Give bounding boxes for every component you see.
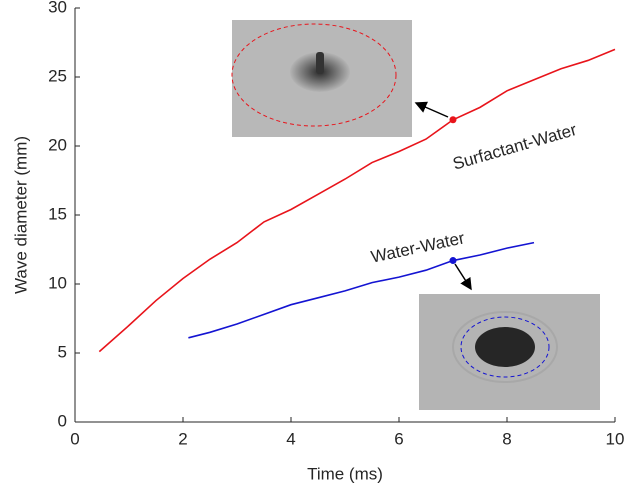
- data-line: [98, 48, 616, 353]
- data-line: [188, 241, 535, 339]
- x-tick-label: 8: [502, 429, 511, 448]
- x-tick-label: 10: [606, 429, 625, 448]
- inset-surfactant: [231, 20, 412, 137]
- y-tick-label: 25: [48, 66, 67, 85]
- y-tick-label: 0: [58, 411, 67, 430]
- annotation: Surfactant-Water: [451, 120, 579, 174]
- y-tick-label: 5: [58, 342, 67, 361]
- x-tick-label: 4: [286, 429, 295, 448]
- inset-water: [419, 294, 600, 410]
- y-tick-label: 30: [48, 0, 67, 16]
- annotation-point: [449, 257, 457, 265]
- y-axis-label: Wave diameter (mm): [11, 136, 30, 294]
- y-tick-label: 15: [48, 204, 67, 223]
- annotation-point: [449, 116, 457, 124]
- arrow: [454, 263, 472, 291]
- y-tick-label: 10: [48, 273, 67, 292]
- x-axis-label: Time (ms): [307, 464, 383, 483]
- x-tick-label: 0: [70, 429, 79, 448]
- y-tick-label: 20: [48, 135, 67, 154]
- arrow: [414, 101, 449, 118]
- x-tick-label: 6: [394, 429, 403, 448]
- x-tick-label: 2: [178, 429, 187, 448]
